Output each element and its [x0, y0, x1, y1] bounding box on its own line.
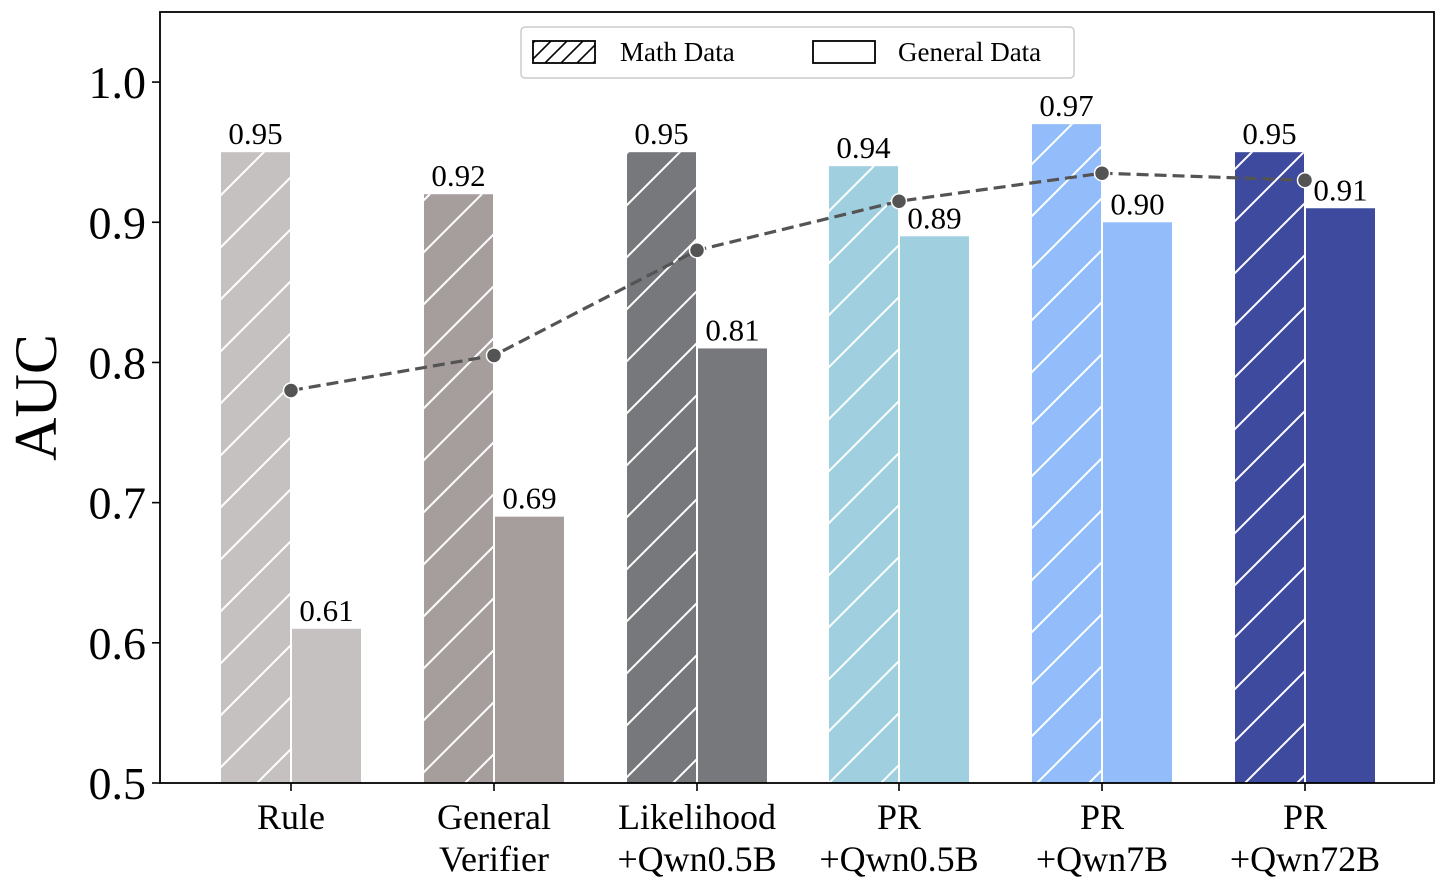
y-tick-label-0: 0.5	[89, 758, 147, 809]
y-tick-label-5: 1.0	[89, 57, 147, 108]
y-tick-label-4: 0.9	[89, 197, 147, 248]
y-tick-label-1: 0.6	[89, 618, 147, 669]
average-point-5	[1296, 171, 1314, 189]
plot-frame	[159, 11, 1435, 784]
math-data-bar-hatch-2	[627, 152, 696, 783]
general-data-bar-4	[1103, 222, 1172, 784]
general-data-label-2: 0.81	[705, 312, 759, 347]
average-line-layer	[282, 164, 1314, 399]
general-data-label-4: 0.90	[1110, 186, 1164, 221]
general-data-label-0: 0.61	[299, 593, 353, 628]
math-data-bar-hatch-3	[829, 166, 898, 783]
math-data-label-4: 0.97	[1039, 88, 1093, 123]
x-tick-label-5: PR +Qwn72B	[1230, 797, 1380, 879]
y-tick-label-3: 0.8	[89, 337, 147, 388]
x-tick-label-2: Likelihood +Qwn0.5B	[617, 797, 776, 879]
general-data-bar-2	[698, 348, 767, 783]
legend-label-math: Math Data	[620, 37, 735, 67]
x-tick-label-3: PR +Qwn0.5B	[819, 797, 978, 879]
general-data-bar-3	[900, 236, 969, 784]
x-tick-label-0: Rule	[257, 797, 325, 837]
y-tick-label-2: 0.7	[89, 478, 147, 529]
average-point-4	[1093, 164, 1111, 182]
math-data-label-2: 0.95	[634, 116, 688, 151]
legend-swatch-math	[532, 40, 596, 64]
average-dashed-line	[290, 171, 1306, 393]
bars-layer	[221, 124, 1375, 784]
math-data-label-1: 0.92	[431, 158, 485, 193]
math-data-bar-hatch-0	[221, 152, 290, 783]
general-data-label-3: 0.89	[907, 200, 961, 235]
axes-layer: 0.5 0.6 0.7 0.8 0.9 1.0 AUC Rule General Verifier…	[3, 11, 1435, 879]
x-tick-label-4: PR +Qwn7B	[1036, 797, 1168, 879]
math-data-bar-hatch-5	[1235, 152, 1304, 783]
legend: Math Data General Data	[520, 26, 1075, 79]
general-data-label-1: 0.69	[502, 481, 556, 516]
average-point-3	[890, 192, 908, 210]
math-data-bar-hatch-1	[424, 194, 493, 784]
data-labels-layer: 0.95 0.92 0.95 0.94 0.97 0.95 0.61 0.69 0.81 0.89…	[228, 88, 1367, 628]
math-data-label-3: 0.94	[836, 130, 891, 165]
average-point-2	[688, 242, 706, 259]
general-data-label-5: 0.91	[1313, 172, 1367, 207]
general-data-bar-1	[495, 516, 564, 783]
legend-swatch-general	[812, 40, 876, 64]
average-point-0	[282, 382, 300, 399]
general-data-bar-5	[1306, 208, 1375, 784]
math-data-label-0: 0.95	[228, 116, 282, 151]
math-data-bar-hatch-4	[1032, 124, 1101, 784]
general-data-bar-0	[292, 628, 361, 783]
legend-box	[520, 26, 1075, 79]
x-tick-label-1: General Verifier	[437, 797, 551, 879]
average-point-1	[485, 347, 503, 364]
math-data-label-5: 0.95	[1242, 116, 1296, 151]
y-axis-label: AUC	[3, 334, 69, 461]
legend-label-general: General Data	[898, 37, 1041, 67]
